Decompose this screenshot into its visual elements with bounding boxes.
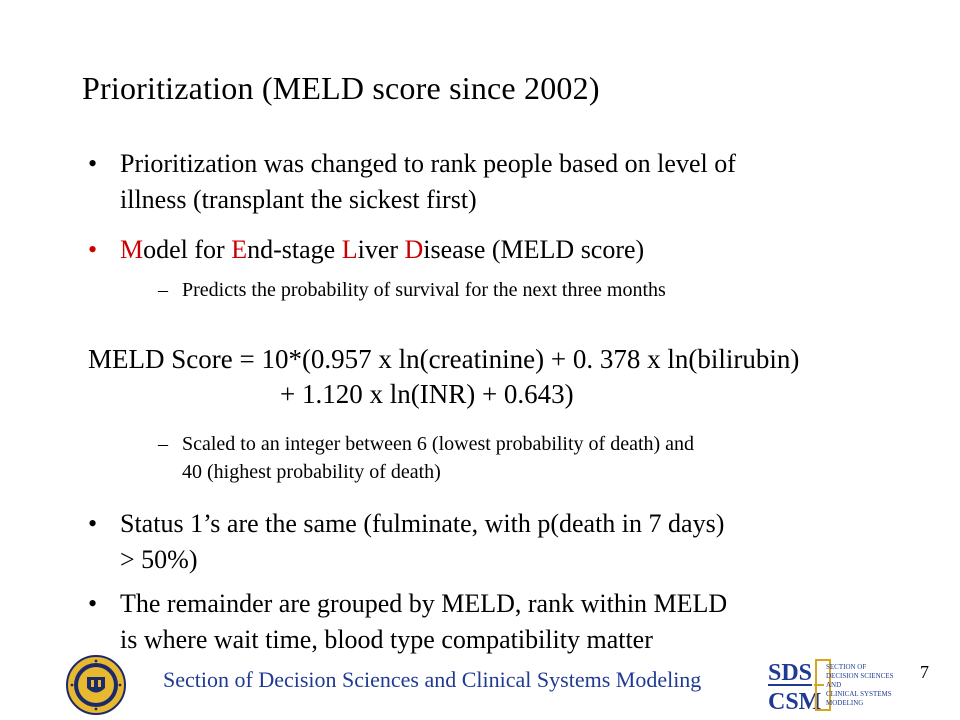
- bullet-dot: •: [88, 149, 98, 178]
- sub-bullet-text: Scaled to an integer between 6 (lowest p…: [182, 430, 882, 486]
- university-seal-icon: [66, 655, 126, 715]
- bullet-line: illness (transplant the sickest first): [120, 185, 477, 214]
- bullet-line: Status 1’s are the same (fulminate, with…: [120, 509, 725, 538]
- bullet-fragment: iver: [357, 235, 405, 264]
- bullet-dot: •: [88, 589, 98, 618]
- bullet-fragment: nd-stage: [247, 235, 342, 264]
- logo-word: DECISION SCIENCES: [826, 672, 894, 680]
- sub-bullet-line: 40 (highest probability of death): [182, 461, 441, 483]
- bullet-line: Prioritization was changed to rank peopl…: [120, 149, 736, 178]
- logo-word: AND: [826, 681, 841, 689]
- sub-bullet-dash: –: [158, 279, 168, 301]
- sds-csm-logo-icon: SDS CSM SECTION OF DECISION SCIENCES AND…: [768, 659, 894, 713]
- slide-title: Prioritization (MELD score since 2002): [82, 70, 600, 106]
- bullet-text: The remainder are grouped by MELD, rank …: [120, 586, 880, 658]
- sub-bullet-text: Predicts the probability of survival for…: [182, 279, 666, 301]
- bullet-line: > 50%): [120, 545, 198, 574]
- bullet-dot: •: [88, 235, 98, 264]
- bullet-text: Model for End-stage Liver Disease (MELD …: [120, 232, 880, 268]
- bullet-text: Status 1’s are the same (fulminate, with…: [120, 506, 880, 578]
- sub-bullet-dash: –: [158, 433, 168, 455]
- formula-line-1: MELD Score = 10*(0.957 x ln(creatinine) …: [88, 344, 800, 374]
- logo-word: MODELING: [826, 699, 863, 707]
- logo-word: CLINICAL SYSTEMS: [826, 690, 892, 698]
- logo-sds-text: SDS: [768, 660, 812, 686]
- accent-letter: D: [404, 235, 424, 264]
- bullet-line: is where wait time, blood type compatibi…: [120, 625, 653, 654]
- bullet-line: The remainder are grouped by MELD, rank …: [120, 589, 728, 618]
- formula-line-2: + 1.120 x ln(INR) + 0.643): [280, 379, 574, 409]
- accent-letter: E: [231, 235, 248, 264]
- accent-letter: L: [341, 235, 358, 264]
- bullet-dot: •: [88, 509, 98, 538]
- accent-letter: M: [120, 235, 144, 264]
- bullet-fragment: isease (MELD score): [423, 235, 645, 264]
- bullet-text: Prioritization was changed to rank peopl…: [120, 146, 880, 218]
- page-number: 7: [920, 662, 929, 682]
- footer-org-name: Section of Decision Sciences and Clinica…: [163, 667, 702, 692]
- bullet-fragment: odel for: [143, 235, 232, 264]
- logo-word: SECTION OF: [826, 663, 866, 671]
- sub-bullet-line: Scaled to an integer between 6 (lowest p…: [182, 433, 695, 455]
- logo-csm-text: CSM: [768, 689, 821, 713]
